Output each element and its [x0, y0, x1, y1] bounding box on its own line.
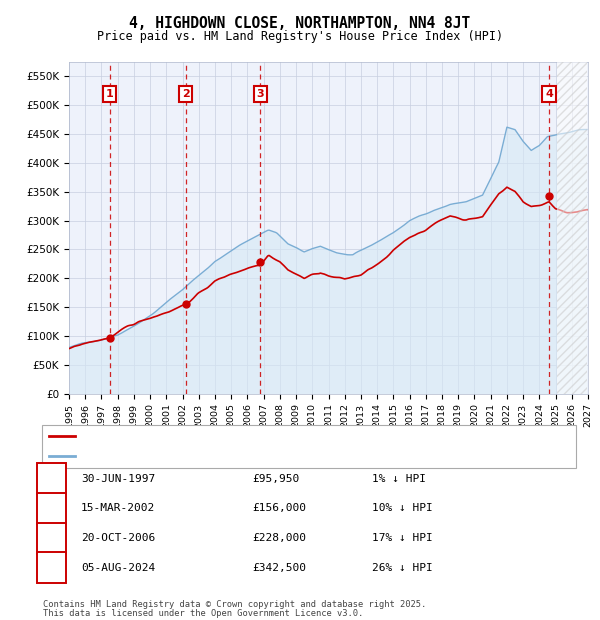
Text: 4, HIGHDOWN CLOSE, NORTHAMPTON, NN4 8JT: 4, HIGHDOWN CLOSE, NORTHAMPTON, NN4 8JT [130, 16, 470, 30]
Text: £95,950: £95,950 [252, 474, 299, 484]
Text: £342,500: £342,500 [252, 563, 306, 573]
Text: 15-MAR-2002: 15-MAR-2002 [81, 503, 155, 513]
Text: £156,000: £156,000 [252, 503, 306, 513]
Text: 2: 2 [48, 503, 55, 513]
Text: 05-AUG-2024: 05-AUG-2024 [81, 563, 155, 573]
Text: 1: 1 [106, 89, 113, 99]
Text: 10% ↓ HPI: 10% ↓ HPI [372, 503, 433, 513]
Text: 20-OCT-2006: 20-OCT-2006 [81, 533, 155, 543]
Text: 4: 4 [48, 563, 55, 573]
Text: 4, HIGHDOWN CLOSE, NORTHAMPTON, NN4 8JT (detached house): 4, HIGHDOWN CLOSE, NORTHAMPTON, NN4 8JT … [78, 432, 414, 441]
Text: This data is licensed under the Open Government Licence v3.0.: This data is licensed under the Open Gov… [43, 609, 364, 618]
Text: 26% ↓ HPI: 26% ↓ HPI [372, 563, 433, 573]
Text: HPI: Average price, detached house, West Northamptonshire: HPI: Average price, detached house, West… [78, 451, 420, 461]
Text: 30-JUN-1997: 30-JUN-1997 [81, 474, 155, 484]
Text: Price paid vs. HM Land Registry's House Price Index (HPI): Price paid vs. HM Land Registry's House … [97, 30, 503, 43]
Text: 2: 2 [182, 89, 190, 99]
Text: 1: 1 [48, 474, 55, 484]
Text: 17% ↓ HPI: 17% ↓ HPI [372, 533, 433, 543]
Text: 3: 3 [257, 89, 264, 99]
Text: 1% ↓ HPI: 1% ↓ HPI [372, 474, 426, 484]
Text: £228,000: £228,000 [252, 533, 306, 543]
Text: 3: 3 [48, 533, 55, 543]
Text: 4: 4 [545, 89, 553, 99]
Text: Contains HM Land Registry data © Crown copyright and database right 2025.: Contains HM Land Registry data © Crown c… [43, 600, 427, 609]
